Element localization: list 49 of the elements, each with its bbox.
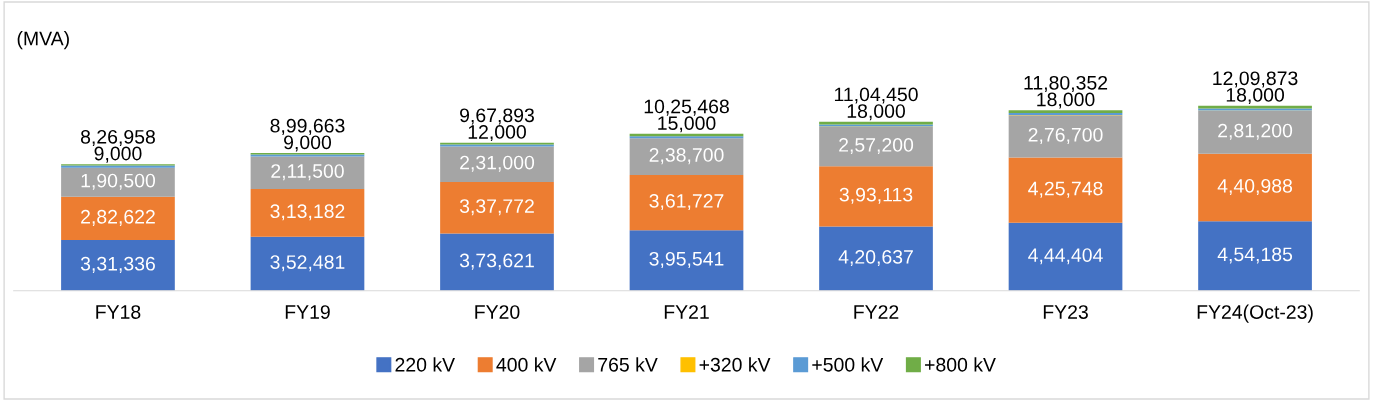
data-label: 2,82,622 xyxy=(81,209,155,226)
data-label: 3,31,336 xyxy=(80,256,155,273)
data-label: 2,76,700 xyxy=(1028,127,1103,144)
total-label: 12,09,873 xyxy=(1213,71,1298,88)
data-label: 2,81,200 xyxy=(1218,123,1293,140)
legend-label: 765 kV xyxy=(598,357,658,372)
x-tick-label: FY18 xyxy=(96,305,141,319)
data-label: 2,38,700 xyxy=(649,148,724,165)
data-label: 15,000 xyxy=(658,116,716,133)
x-tick-label: FY22 xyxy=(854,305,899,319)
data-label: 3,73,621 xyxy=(459,253,534,270)
data-label: 2,31,000 xyxy=(460,155,535,172)
data-label: 4,25,748 xyxy=(1028,181,1103,198)
data-label: 12,000 xyxy=(468,125,526,142)
x-tick-label: FY23 xyxy=(1043,305,1088,319)
data-label: 1,90,500 xyxy=(81,173,156,190)
data-label: 18,000 xyxy=(847,104,905,121)
data-label: 4,40,988 xyxy=(1217,178,1293,196)
data-label: 2,57,200 xyxy=(839,138,914,155)
data-label: 4,44,404 xyxy=(1028,248,1103,265)
data-label: 4,20,637 xyxy=(838,250,913,267)
data-label: 9,000 xyxy=(284,135,332,152)
legend-label: +800 kV xyxy=(925,357,996,372)
data-label: 4,54,185 xyxy=(1217,247,1293,264)
legend-label: +320 kV xyxy=(699,357,771,372)
legend-label: 220 kV xyxy=(395,357,455,372)
x-tick-label: FY21 xyxy=(664,305,709,319)
total-label: 8,99,663 xyxy=(270,118,345,135)
data-label: 3,95,541 xyxy=(649,251,724,268)
data-label: 18,000 xyxy=(1037,92,1095,109)
total-label: 8,26,958 xyxy=(80,129,155,147)
data-label: 3,37,772 xyxy=(459,199,534,216)
legend-label: +500 kV xyxy=(812,357,884,372)
data-label: 3,13,182 xyxy=(270,204,345,221)
data-label: 2,11,500 xyxy=(271,164,344,181)
data-label: 3,61,727 xyxy=(649,194,724,211)
data-label: 3,93,113 xyxy=(839,187,913,204)
data-label: 3,52,481 xyxy=(270,255,345,272)
y-axis-title: (MVA) xyxy=(17,31,69,50)
x-tick-label: FY20 xyxy=(475,305,520,319)
data-label: 18,000 xyxy=(1226,88,1285,105)
data-label: 9,000 xyxy=(94,146,142,163)
x-tick-label: FY24(Oct-23) xyxy=(1197,304,1313,323)
total-label: 11,80,352 xyxy=(1024,75,1108,92)
x-tick-label: FY19 xyxy=(285,305,330,319)
total-label: 10,25,468 xyxy=(644,99,729,116)
legend-label: 400 kV xyxy=(496,357,557,372)
total-label: 11,04,450 xyxy=(834,87,918,104)
total-label: 9,67,893 xyxy=(460,108,534,125)
